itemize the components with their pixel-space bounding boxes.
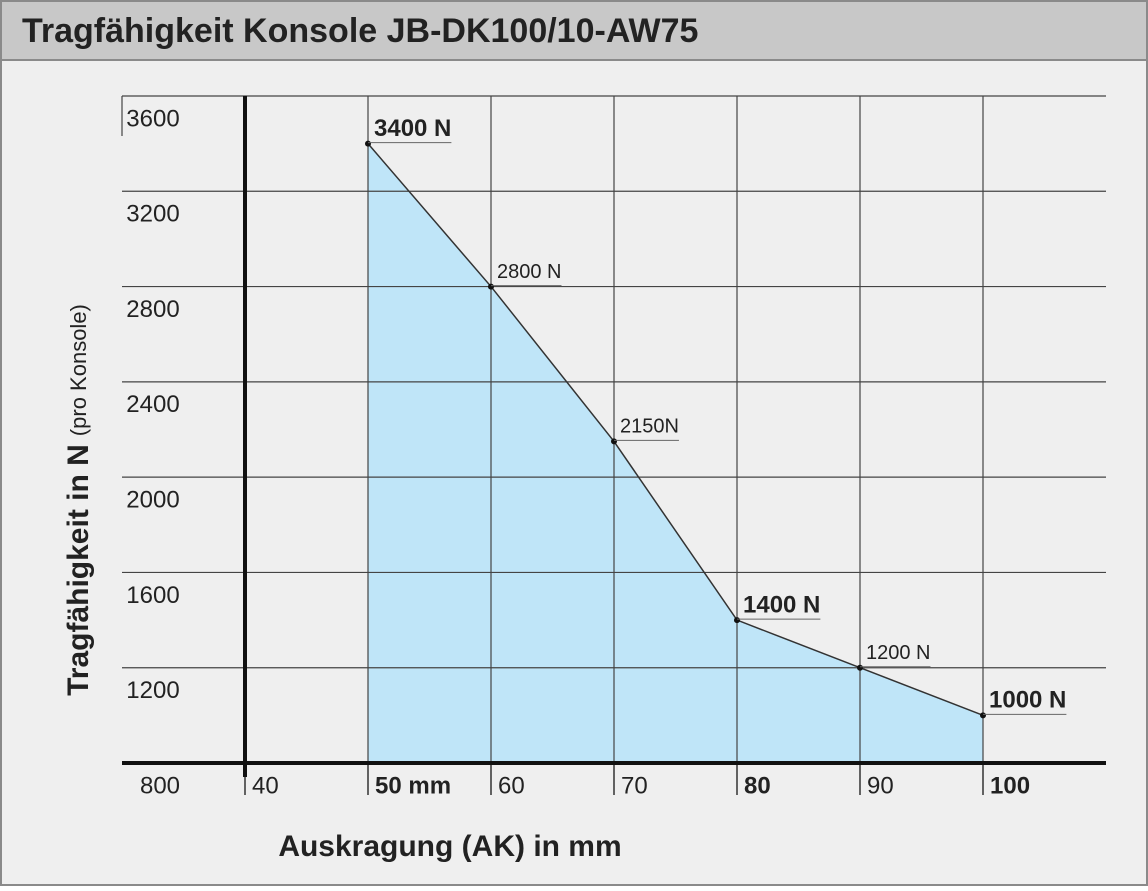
y-tick-label: 2000 (126, 486, 179, 513)
y-tick-label: 2800 (126, 296, 179, 323)
chart-title: Tragfähigkeit Konsole JB-DK100/10-AW75 (22, 12, 698, 50)
y-tick-label: 800 (140, 772, 180, 799)
x-tick-label: 100 (990, 772, 1030, 799)
x-tick-label: 40 (252, 772, 279, 799)
point (980, 712, 986, 719)
y-tick-label: 3200 (126, 201, 179, 228)
x-tick-label: 50 mm (375, 772, 451, 799)
title-bar (0, 0, 1148, 61)
value-label: 2800 N (497, 261, 562, 283)
y-tick-label: 1200 (126, 677, 179, 704)
line (367, 143, 984, 717)
y-label: Tragfähigkeit in N (62, 444, 95, 696)
point (488, 283, 494, 290)
y-axis-title: Tragfähigkeit in N (pro Konsole) (62, 304, 95, 696)
y-tick-label: 2400 (126, 391, 179, 418)
y-tick-label: 3600 (126, 105, 179, 132)
value-label: 1400 N (743, 591, 820, 618)
x-tick-label: 80 (744, 772, 771, 799)
value-label: 1200 N (866, 642, 931, 664)
x-tick-label: 60 (498, 772, 525, 799)
point (365, 140, 371, 147)
y-label-note: (pro Konsole) (66, 304, 91, 436)
x-tick-label: 90 (867, 772, 894, 799)
y-tick-label: 1600 (126, 582, 179, 609)
point (734, 617, 740, 624)
point (857, 664, 863, 671)
value-label: 1000 N (989, 687, 1066, 714)
x-axis-title: Auskragung (AK) in mm (278, 830, 621, 863)
point (611, 438, 617, 445)
value-label: 2150N (620, 416, 679, 438)
area (368, 143, 983, 764)
x-tick-label: 70 (621, 772, 648, 799)
value-label: 3400 N (374, 115, 451, 142)
